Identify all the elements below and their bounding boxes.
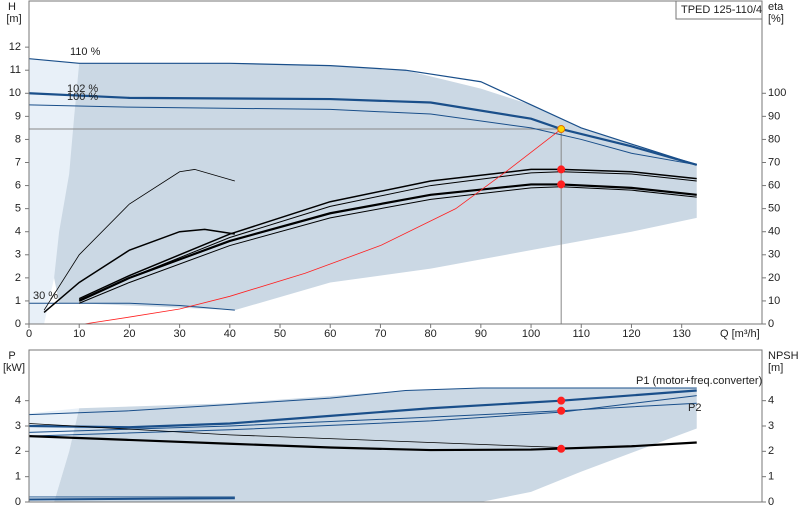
- y-tick-label: 3: [15, 420, 21, 432]
- y-axis-unit: [kW]: [3, 362, 25, 374]
- title-box: [675, 0, 763, 20]
- y2-tick-label: 70: [768, 156, 780, 168]
- x-tick-label: 60: [324, 328, 336, 340]
- curve: [29, 497, 235, 501]
- operating-region: [54, 63, 697, 311]
- y2-tick-label: 4: [768, 395, 774, 407]
- y-tick-label: 4: [15, 226, 21, 238]
- y-tick-label: 1: [15, 471, 21, 483]
- y2-axis-title: NPSH: [768, 350, 799, 362]
- curve: [29, 435, 697, 452]
- y-tick-label: 0: [15, 318, 21, 330]
- curve: [84, 128, 562, 324]
- y2-tick-label: 50: [768, 203, 780, 215]
- y-tick-label: 0: [15, 496, 21, 508]
- y-tick-label: 5: [15, 203, 21, 215]
- y-tick-label: 3: [15, 249, 21, 261]
- curve: [79, 171, 697, 301]
- x-tick-label: 90: [475, 328, 487, 340]
- plot-area: [29, 58, 698, 324]
- y2-tick-label: 100: [768, 87, 786, 99]
- y2-tick-label: 3: [768, 420, 774, 432]
- y2-tick-label: 0: [768, 496, 774, 508]
- y-axis-unit: [m]: [6, 13, 21, 25]
- duty-point: [557, 396, 566, 405]
- y-axis-title: H: [8, 1, 16, 13]
- y2-tick-label: 0: [768, 318, 774, 330]
- y-tick-label: 2: [15, 272, 21, 284]
- y2-tick-label: 20: [768, 272, 780, 284]
- curve: [79, 186, 697, 304]
- curve-label: 110 %: [70, 46, 101, 58]
- y2-axis-title: eta: [768, 1, 784, 13]
- x-tick-label: 0: [26, 328, 32, 340]
- curve: [29, 104, 697, 166]
- curve: [29, 92, 698, 166]
- y-tick-label: 10: [9, 87, 21, 99]
- x-tick-label: 80: [425, 328, 437, 340]
- operating-region: [29, 58, 80, 324]
- x-tick-label: 50: [274, 328, 286, 340]
- x-tick-label: 40: [224, 328, 236, 340]
- curve-label: P2: [688, 402, 701, 414]
- duty-point: [557, 125, 566, 134]
- x-tick-label: 110: [572, 328, 590, 340]
- curve: [29, 395, 697, 437]
- x-tick-label: 70: [374, 328, 386, 340]
- y2-tick-label: 80: [768, 133, 780, 145]
- operating-region: [54, 388, 697, 502]
- curve: [29, 402, 697, 433]
- duty-point: [557, 165, 566, 174]
- y2-tick-label: 60: [768, 179, 780, 191]
- curve: [78, 183, 697, 302]
- y-axis-title: P: [8, 350, 15, 362]
- y-tick-label: 4: [15, 395, 21, 407]
- curve: [29, 387, 697, 416]
- duty-point: [557, 180, 566, 189]
- duty-point: [557, 444, 566, 453]
- curve: [29, 58, 697, 166]
- curve: [43, 169, 235, 311]
- curve: [78, 168, 697, 300]
- duty-point: [557, 406, 566, 415]
- y2-tick-label: 30: [768, 249, 780, 261]
- y2-axis-unit: [%]: [768, 13, 784, 25]
- curve: [29, 423, 562, 448]
- plot-area: [29, 387, 697, 502]
- curve: [43, 228, 235, 314]
- x-tick-label: 10: [73, 328, 85, 340]
- y-tick-label: 9: [15, 110, 21, 122]
- y-tick-label: 6: [15, 179, 21, 191]
- curve-label: 100 %: [67, 91, 98, 103]
- y-tick-label: 7: [15, 156, 21, 168]
- y-tick-label: 8: [15, 133, 21, 145]
- y2-tick-label: 10: [768, 295, 780, 307]
- curve-label: 30 %: [33, 290, 58, 302]
- x-tick-label: 120: [622, 328, 640, 340]
- y-tick-label: 12: [9, 41, 21, 53]
- x-tick-label: 130: [672, 328, 690, 340]
- x-axis-title: Q [m³/h]: [720, 328, 760, 340]
- x-tick-label: 20: [123, 328, 135, 340]
- y2-axis-unit: [m]: [768, 362, 783, 374]
- y-tick-label: 2: [15, 445, 21, 457]
- curve-label: 102 %: [67, 83, 98, 95]
- y2-tick-label: 2: [768, 445, 774, 457]
- y2-tick-label: 90: [768, 110, 780, 122]
- x-tick-label: 100: [522, 328, 540, 340]
- y-tick-label: 1: [15, 295, 21, 307]
- x-tick-label: 30: [173, 328, 185, 340]
- chart-title: TPED 125-110/4: [681, 4, 762, 16]
- y2-tick-label: 40: [768, 226, 780, 238]
- y2-tick-label: 1: [768, 471, 774, 483]
- curve-label: P1 (motor+freq.converter): [636, 375, 762, 387]
- y-tick-label: 11: [10, 64, 21, 76]
